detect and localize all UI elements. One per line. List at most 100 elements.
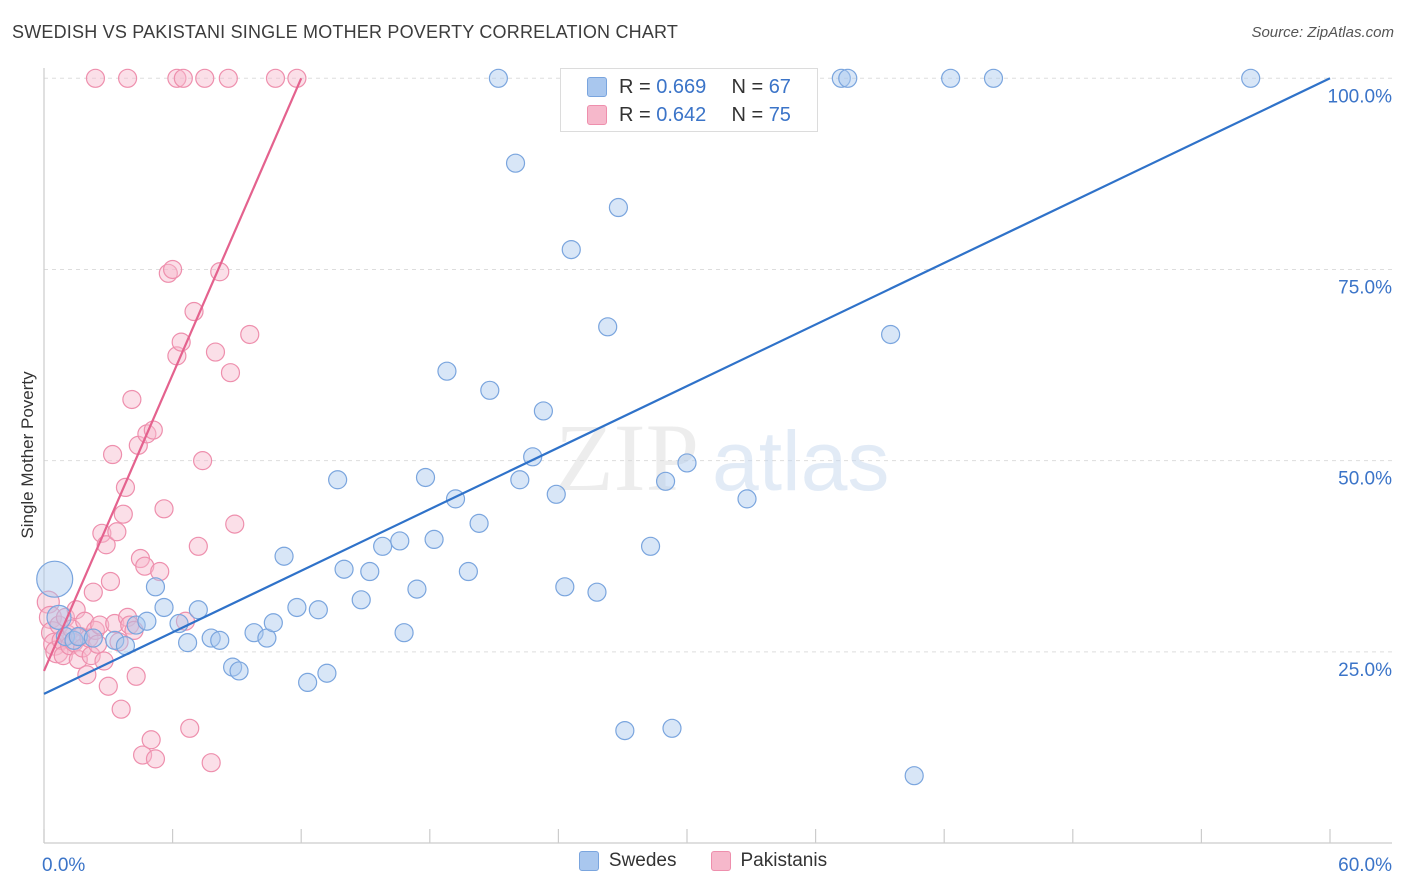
- swedes-swatch: [587, 77, 607, 97]
- pakistanis-point: [122, 389, 142, 410]
- r-label: R =: [619, 103, 651, 126]
- swedes-point: [334, 559, 354, 579]
- pakistanis-point: [201, 753, 221, 773]
- swedes-point: [83, 628, 103, 648]
- swedes-point: [505, 153, 526, 173]
- swedes-point: [608, 197, 629, 218]
- pakistanis-trend-line: [42, 77, 303, 672]
- n-label: N =: [731, 75, 764, 98]
- swedes-point: [105, 630, 125, 650]
- y-tick-label: 50.0%: [1338, 469, 1392, 490]
- n-label: N =: [731, 103, 764, 126]
- swedes-point: [510, 470, 530, 490]
- swedes-point: [561, 239, 581, 260]
- watermark-zip: ZIP: [555, 404, 699, 511]
- watermark-atlas: atlas: [712, 414, 889, 508]
- swedes-point: [480, 380, 500, 400]
- tick-labels: 25.0% 50.0% 75.0% 100.0% 0.0% 60.0%: [42, 86, 1392, 876]
- swedes-point: [274, 546, 294, 566]
- pakistanis-point: [154, 499, 174, 519]
- swedes-point: [1241, 68, 1261, 88]
- swedes-point: [317, 663, 337, 683]
- swedes-point: [36, 560, 74, 598]
- swedes-trend-line: [43, 77, 1331, 695]
- swedes-point: [126, 615, 146, 635]
- swedes-point: [904, 766, 924, 786]
- bottom-legend: Swedes Pakistanis: [0, 850, 1406, 872]
- x-tick-label-max: 60.0%: [1338, 855, 1392, 876]
- pakistanis-point: [225, 514, 245, 534]
- pakistanis-point: [150, 561, 170, 582]
- pakistanis-point: [145, 749, 166, 769]
- swedes-point: [555, 577, 575, 597]
- axes: [43, 68, 1392, 844]
- swedes-point: [390, 531, 410, 551]
- pakistanis-point: [220, 363, 241, 383]
- pakistanis-point: [102, 444, 123, 465]
- swedes-point: [373, 536, 393, 556]
- gridlines: [44, 77, 1392, 653]
- legend-label-swedes: Swedes: [608, 850, 677, 871]
- swedes-point: [737, 489, 757, 509]
- swedes-point: [407, 579, 427, 599]
- legend-item-pakistanis[interactable]: Pakistanis: [710, 850, 828, 872]
- pakistanis-points: [36, 68, 307, 773]
- swedes-point: [677, 453, 697, 473]
- pakistanis-point: [188, 536, 208, 556]
- swedes-point: [488, 68, 508, 88]
- swedes-point: [546, 484, 566, 504]
- pakistanis-point: [68, 649, 88, 670]
- pakistanis-point: [135, 556, 155, 576]
- chart-title: SWEDISH VS PAKISTANI SINGLE MOTHER POVER…: [12, 22, 679, 42]
- swedes-point: [533, 401, 553, 421]
- pakistanis-point: [173, 68, 193, 88]
- pakistanis-point: [180, 718, 200, 738]
- pakistanis-n-value: 75: [768, 103, 791, 126]
- swedes-point: [178, 633, 198, 653]
- y-tick-label: 100.0%: [1328, 86, 1393, 107]
- pakistanis-point: [77, 665, 97, 685]
- swedes-point: [662, 718, 682, 738]
- swedes-point: [881, 324, 901, 345]
- pakistanis-point: [100, 571, 121, 592]
- legend-item-swedes[interactable]: Swedes: [578, 850, 677, 872]
- swedes-point: [263, 613, 283, 633]
- pakistanis-point: [218, 68, 238, 88]
- pakistanis-point: [143, 420, 163, 440]
- pakistanis-point: [111, 699, 131, 719]
- pakistanis-point: [107, 522, 127, 542]
- pakistanis-point: [117, 68, 138, 88]
- swedes-point: [615, 720, 635, 741]
- y-tick-label: 75.0%: [1338, 277, 1392, 298]
- swedes-point: [188, 600, 208, 620]
- swedes-point: [640, 536, 661, 556]
- y-tick-label: 25.0%: [1338, 660, 1392, 681]
- swedes-point: [145, 577, 166, 597]
- pakistanis-point: [205, 342, 226, 362]
- swedes-point: [941, 68, 961, 88]
- swedes-point: [328, 470, 348, 490]
- pakistanis-point: [126, 666, 146, 686]
- swedes-point: [394, 623, 414, 643]
- swedes-point: [415, 467, 436, 488]
- swedes-r-value: 0.669: [656, 75, 707, 98]
- pakistanis-point: [113, 504, 133, 524]
- swedes-point: [587, 582, 607, 602]
- pakistanis-point: [193, 451, 213, 471]
- pakistanis-r-value: 0.642: [656, 103, 707, 126]
- swedes-point: [229, 661, 249, 681]
- swedes-point: [210, 630, 230, 650]
- swedes-point: [469, 513, 489, 533]
- pakistanis-point: [287, 68, 307, 88]
- swedes-point: [154, 597, 174, 618]
- legend-label-pakistanis: Pakistanis: [740, 850, 828, 871]
- r-label: R =: [619, 75, 651, 98]
- swedes-point: [983, 68, 1004, 88]
- swedes-point: [437, 361, 457, 381]
- trend-lines: [42, 77, 1331, 695]
- swedes-points: [36, 68, 1261, 786]
- pakistanis-point: [98, 676, 118, 696]
- swedes-point: [68, 626, 88, 647]
- swedes-point: [458, 561, 478, 582]
